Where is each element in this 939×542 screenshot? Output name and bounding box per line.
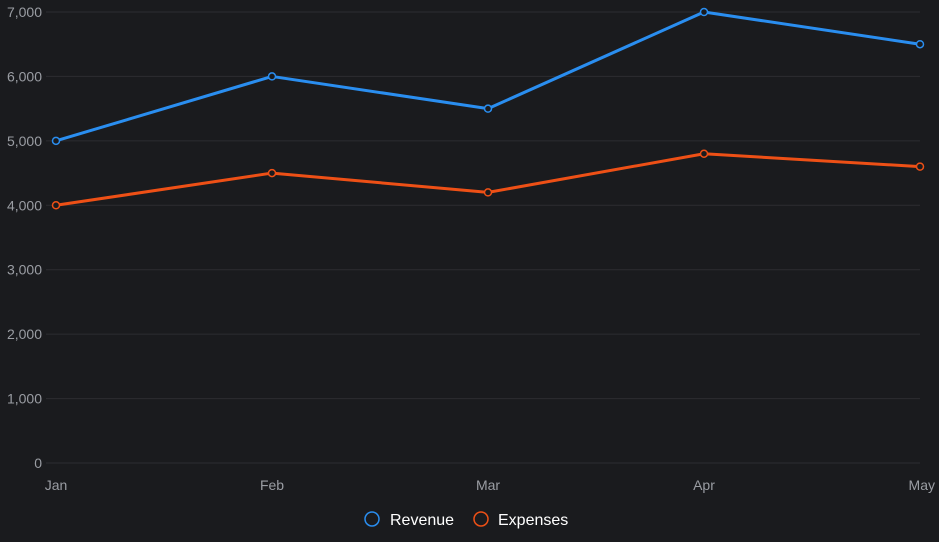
legend-item-expenses[interactable]: Expenses bbox=[473, 511, 568, 529]
data-point[interactable] bbox=[699, 7, 709, 17]
legend-marker-icon bbox=[473, 511, 489, 527]
legend-item-revenue[interactable]: Revenue bbox=[364, 511, 454, 529]
x-tick-label: Jan bbox=[45, 477, 68, 493]
series-revenue bbox=[51, 7, 925, 146]
y-tick-label: 0 bbox=[34, 455, 42, 471]
legend[interactable]: Revenue Expenses bbox=[364, 511, 568, 529]
data-point[interactable] bbox=[51, 201, 61, 210]
series-lines bbox=[51, 7, 925, 210]
data-point[interactable] bbox=[483, 188, 493, 197]
y-tick-label: 6,000 bbox=[7, 68, 42, 84]
x-tick-label: May bbox=[909, 477, 935, 493]
legend-marker-icon bbox=[364, 511, 380, 527]
data-point[interactable] bbox=[699, 149, 709, 158]
y-tick-label: 1,000 bbox=[7, 391, 42, 407]
x-tick-label: Mar bbox=[476, 477, 500, 493]
legend-label: Expenses bbox=[498, 512, 568, 529]
y-tick-label: 4,000 bbox=[7, 197, 42, 213]
series-expenses bbox=[51, 149, 925, 210]
x-tick-label: Apr bbox=[693, 477, 715, 493]
y-tick-label: 3,000 bbox=[7, 262, 42, 278]
y-tick-label: 7,000 bbox=[7, 4, 42, 20]
x-tick-label: Feb bbox=[260, 477, 284, 493]
data-point[interactable] bbox=[483, 104, 493, 113]
series-line bbox=[54, 152, 922, 207]
y-tick-label: 5,000 bbox=[7, 133, 42, 149]
legend-label: Revenue bbox=[390, 512, 454, 529]
data-point[interactable] bbox=[51, 136, 61, 146]
y-axis-ticks: 0 1,000 2,000 3,000 4,000 5,000 6,000 7,000 bbox=[7, 4, 42, 471]
y-tick-label: 2,000 bbox=[7, 326, 42, 342]
data-point[interactable] bbox=[267, 72, 277, 81]
gridlines bbox=[46, 11, 920, 464]
data-point[interactable] bbox=[915, 162, 925, 171]
data-point[interactable] bbox=[267, 168, 277, 178]
data-point[interactable] bbox=[915, 39, 925, 49]
x-axis-ticks: Jan Feb Mar Apr May bbox=[45, 477, 935, 493]
